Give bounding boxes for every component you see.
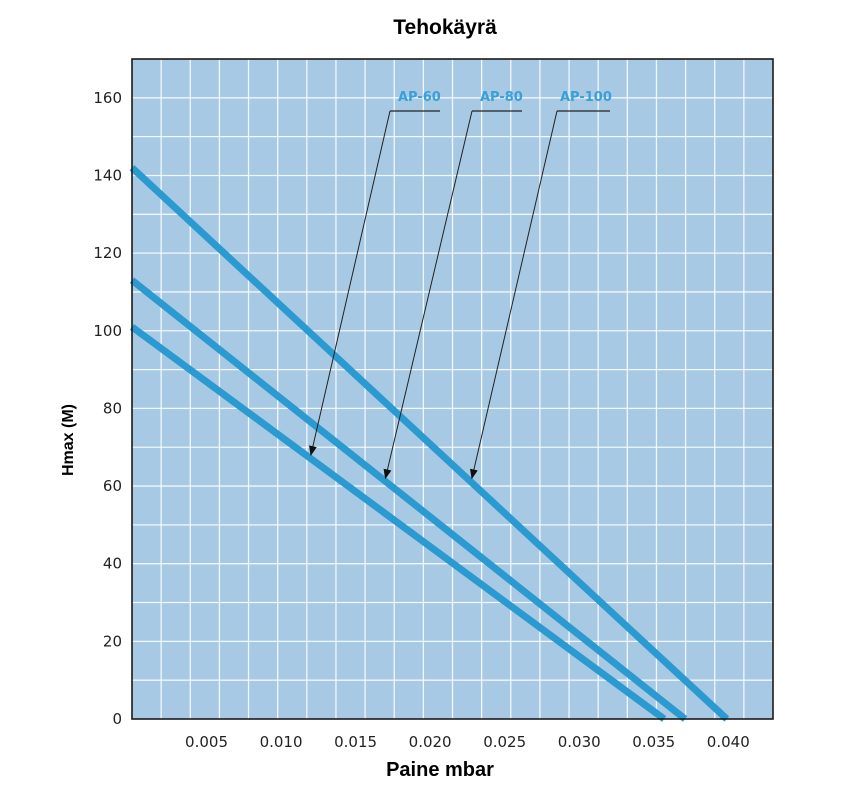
- series-line-ap-60: [129, 324, 667, 722]
- y-tick-label: 140: [93, 166, 122, 184]
- y-tick-label: 0: [112, 710, 122, 728]
- legend-label-ap-100: AP-100: [560, 90, 612, 105]
- legend-label-ap-60: AP-60: [398, 90, 441, 105]
- y-tick-label: 60: [103, 477, 122, 495]
- x-axis-ticks: 0.005 0.010 0.015 0.020 0.025 0.030 0.035 0.040: [185, 733, 750, 751]
- x-tick-label: 0.040: [707, 733, 750, 751]
- series-line-ap-100: [129, 165, 730, 722]
- series-line-ap-80: [129, 277, 688, 722]
- x-tick-label: 0.035: [632, 733, 675, 751]
- grid: [132, 59, 773, 719]
- x-tick-label: 0.010: [260, 733, 303, 751]
- x-tick-label: 0.025: [483, 733, 526, 751]
- x-tick-label: 0.030: [558, 733, 601, 751]
- legend-label-ap-80: AP-80: [480, 90, 523, 105]
- y-tick-label: 40: [103, 555, 122, 573]
- y-tick-label: 20: [103, 632, 122, 650]
- y-tick-label: 80: [103, 399, 122, 417]
- x-axis-label: Paine mbar: [386, 759, 494, 781]
- x-tick-label: 0.015: [334, 733, 377, 751]
- chart-title: Tehokäyrä: [393, 16, 497, 39]
- y-tick-label: 160: [93, 89, 122, 107]
- legend: AP-60 AP-80 AP-100: [309, 90, 612, 480]
- legend-arrow-ap-100: [470, 110, 558, 480]
- series-lines: [129, 165, 730, 722]
- y-tick-label: 120: [93, 244, 122, 262]
- legend-arrow-ap-60: [309, 110, 391, 456]
- plot-frame: [131, 58, 774, 720]
- x-tick-label: 0.020: [409, 733, 452, 751]
- y-axis-label: Hmax (M): [60, 404, 77, 476]
- y-axis-ticks: 0 20 40 60 80 100 120 140 160: [93, 89, 122, 728]
- legend-arrow-ap-80: [383, 110, 473, 480]
- y-tick-label: 100: [93, 322, 122, 340]
- x-tick-label: 0.005: [185, 733, 228, 751]
